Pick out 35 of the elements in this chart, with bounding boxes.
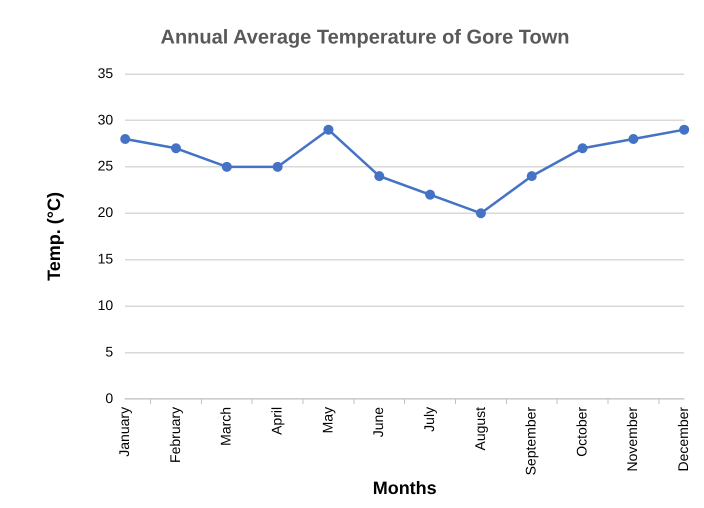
point (170, 143, 181, 154)
x-axis-title: Months (372, 478, 437, 498)
point (425, 190, 436, 200)
x-tick-label: January (116, 406, 132, 457)
y-tick-label: 0 (105, 390, 114, 406)
point (526, 171, 537, 182)
x-tick-label: June (370, 406, 386, 438)
y-tick-label: 10 (98, 296, 114, 313)
point (374, 171, 384, 182)
y-tick-label: 15 (98, 250, 114, 267)
x-tick-label: October (573, 406, 590, 457)
point (120, 134, 130, 144)
point (578, 143, 588, 154)
y-tick-label: 30 (98, 111, 114, 128)
x-tick-label: July (420, 406, 437, 432)
point (476, 208, 486, 218)
x-tick-label: April (268, 406, 284, 435)
y-tick-label: 20 (98, 204, 114, 220)
x-tick-label: September (522, 406, 539, 476)
point (323, 124, 334, 135)
x-tick-label: May (319, 406, 336, 434)
y-tick-label: 35 (98, 64, 114, 81)
x-tick-label: November (624, 406, 640, 472)
y-axis-title: Temp. (°C) (44, 192, 64, 281)
point (628, 134, 638, 144)
chart-title: Annual Average Temperature of Gore Town (160, 26, 570, 49)
x-tick-label: December (675, 406, 692, 472)
y-tick-label: 25 (98, 158, 114, 174)
point (222, 162, 232, 172)
x-tick-label: March (218, 406, 234, 446)
point (679, 124, 690, 135)
x-tick-label: February (166, 406, 183, 463)
y-tick-label: 5 (105, 343, 114, 360)
x-tick-label: August (472, 406, 488, 451)
point (272, 162, 283, 172)
